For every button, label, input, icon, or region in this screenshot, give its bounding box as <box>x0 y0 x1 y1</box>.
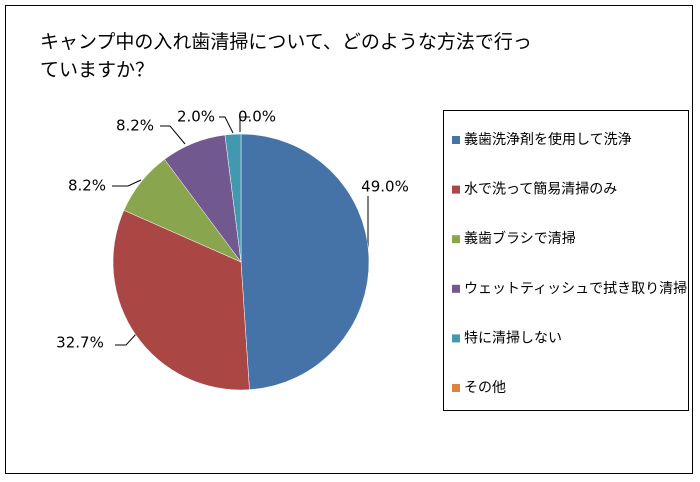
data-label: 0.0% <box>238 108 276 126</box>
data-label: 49.0% <box>361 178 409 196</box>
data-label: 8.2% <box>116 117 154 135</box>
legend-swatch <box>452 284 460 293</box>
legend-label: 水で洗って簡易清掃のみ <box>464 181 617 198</box>
legend-label: ウェットティッシュで拭き取り清掃 <box>464 280 687 297</box>
data-label: 8.2% <box>68 177 106 195</box>
legend-box <box>443 110 689 411</box>
data-label: 32.7% <box>56 334 104 352</box>
legend-swatch <box>452 384 460 392</box>
data-label: 2.0% <box>177 108 215 126</box>
legend-swatch <box>452 136 460 144</box>
pie-slice <box>112 209 250 391</box>
legend-swatch <box>452 235 460 244</box>
pie-slice <box>240 133 370 390</box>
legend-label: 特に清掃しない <box>464 329 562 346</box>
pie-slice <box>224 133 242 263</box>
legend-label: 義歯洗浄剤を使用して洗浄 <box>464 131 632 148</box>
chart-frame <box>5 5 693 474</box>
chart-title: キャンプ中の入れ歯清掃について、どのような方法で行っていますか？ <box>40 31 532 81</box>
legend-label: 義歯ブラシで清掃 <box>464 230 576 247</box>
legend-label: その他 <box>464 380 506 396</box>
legend-swatch <box>452 334 460 343</box>
legend-swatch <box>452 185 460 194</box>
